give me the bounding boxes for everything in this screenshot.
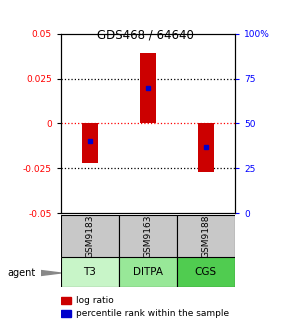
Text: GDS468 / 64640: GDS468 / 64640 <box>97 29 193 42</box>
Bar <box>61 215 119 257</box>
Text: GSM9163: GSM9163 <box>143 214 153 258</box>
Text: agent: agent <box>7 268 35 278</box>
Bar <box>119 257 177 287</box>
Bar <box>82 123 98 163</box>
Bar <box>61 297 71 304</box>
Bar <box>177 215 235 257</box>
Bar <box>61 257 119 287</box>
Text: percentile rank within the sample: percentile rank within the sample <box>76 309 229 318</box>
Polygon shape <box>41 270 61 276</box>
Text: T3: T3 <box>84 267 96 277</box>
Text: GSM9188: GSM9188 <box>201 214 211 258</box>
Text: GSM9183: GSM9183 <box>85 214 95 258</box>
Bar <box>119 215 177 257</box>
Bar <box>177 257 235 287</box>
Text: CGS: CGS <box>195 267 217 277</box>
Text: log ratio: log ratio <box>76 296 113 305</box>
Bar <box>61 310 71 317</box>
Text: DITPA: DITPA <box>133 267 163 277</box>
Bar <box>198 123 214 172</box>
Bar <box>140 53 156 123</box>
